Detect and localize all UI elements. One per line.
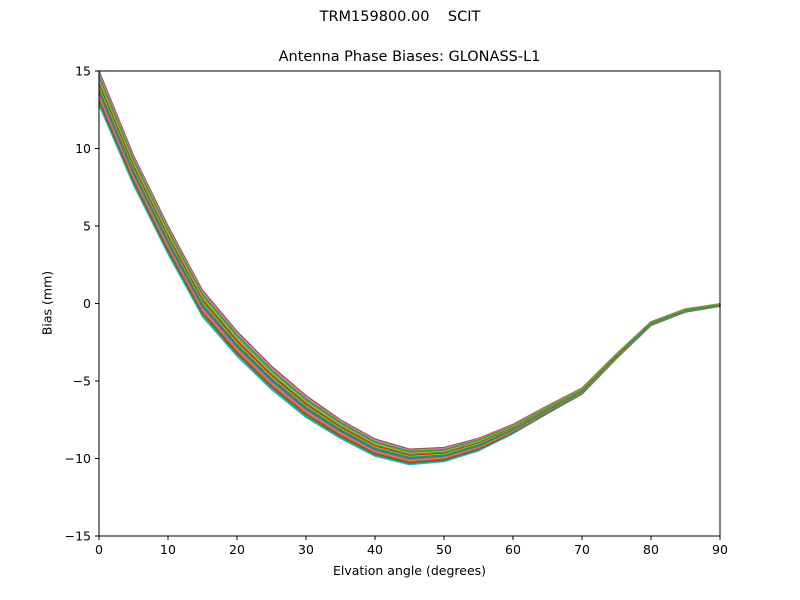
y-tick-label: 15	[75, 64, 91, 79]
x-tick-label: 20	[229, 542, 245, 557]
bias-curve	[98, 75, 721, 453]
x-axis-label: Elvation angle (degrees)	[332, 563, 487, 578]
x-tick-label: 30	[298, 542, 314, 557]
x-tick-label: 70	[574, 542, 590, 557]
bias-curve	[98, 80, 721, 455]
x-tick-label: 90	[712, 542, 728, 557]
x-tick-label: 40	[367, 542, 383, 557]
bias-curve	[98, 82, 721, 456]
plot-suptitle: TRM159800.00 SCIT	[319, 9, 481, 25]
x-tick-label: 50	[436, 542, 452, 557]
plot-title: Antenna Phase Biases: GLONASS-L1	[278, 49, 541, 65]
bias-curve	[98, 72, 721, 452]
x-tick-label: 60	[505, 542, 521, 557]
bias-curve	[98, 88, 721, 458]
y-tick-label: 5	[83, 219, 91, 234]
bias-curve	[98, 70, 721, 450]
y-tick-label: −5	[73, 374, 91, 389]
y-axis-label: Bias (mm)	[39, 270, 55, 336]
axes-frame	[98, 70, 721, 537]
y-tick-label: 10	[75, 141, 91, 156]
x-tick-label: 0	[95, 542, 103, 557]
y-tick-label: 0	[83, 296, 91, 311]
y-tick-label: −10	[65, 451, 91, 466]
y-tick-label: −15	[65, 529, 91, 544]
bias-curve	[98, 78, 721, 454]
x-tick-label: 80	[643, 542, 659, 557]
x-tick-label: 10	[160, 542, 176, 557]
